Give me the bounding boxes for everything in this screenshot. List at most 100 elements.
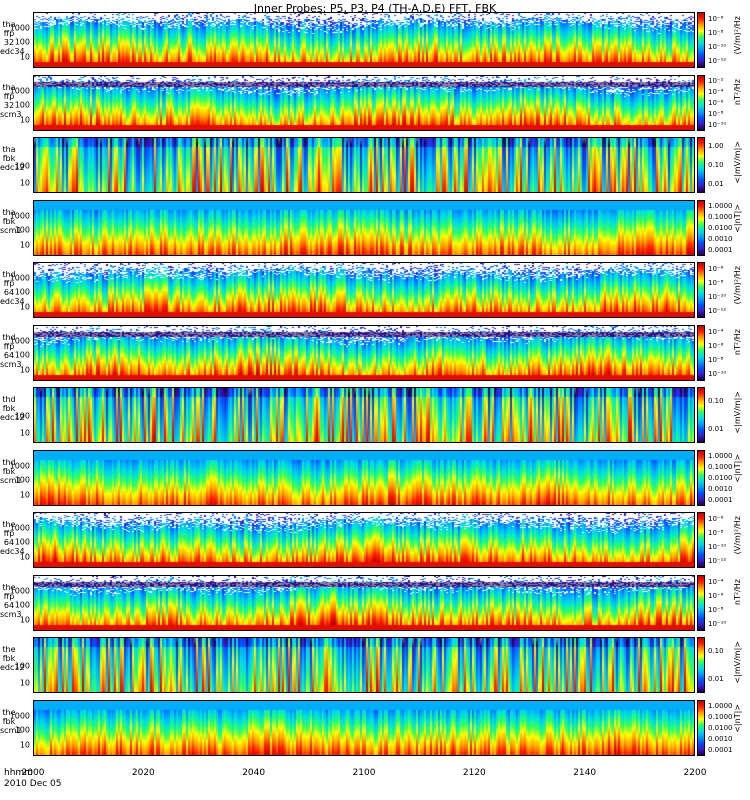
colorbar-tick-label: 0.10 <box>708 647 724 655</box>
panel-ylabel-line: scm1 <box>0 226 22 235</box>
panel-ylabel: the ffp 64 edc34 <box>0 520 25 556</box>
spectrogram-image <box>34 76 694 130</box>
spectrogram-panel <box>33 325 695 381</box>
colorbar-tick-label: 1.00 <box>708 142 724 151</box>
spectrogram-image <box>34 201 694 255</box>
panel-ylabel-line: ffp <box>3 279 15 288</box>
x-tick-label: 2020 <box>131 768 155 778</box>
y-tick-label: 10 <box>19 178 30 188</box>
panel-ylabel-line: 64 <box>3 351 15 360</box>
colorbar-tick-label: 10⁻¹² <box>708 557 727 565</box>
panel-ylabel-line: thd <box>2 270 16 279</box>
panel-ylabel: tha fbk edc12 <box>0 145 25 172</box>
panel-ylabel-line: the <box>2 645 16 654</box>
y-tick-label: 1000 <box>9 86 30 96</box>
colorbar-tick-label: 0.01 <box>708 179 724 188</box>
spectrogram-panel <box>33 262 695 318</box>
colorbar-unit-label: <|mV/m|> <box>733 141 742 184</box>
colorbar <box>697 137 705 193</box>
colorbar-tick-label: 0.0010 <box>708 235 733 244</box>
y-tick-label: 10 <box>19 428 30 438</box>
y-tick-label: 10 <box>19 678 30 688</box>
colorbar-tick-label: 0.0010 <box>708 485 733 494</box>
colorbar-unit-label: <|nT|> <box>733 704 742 733</box>
colorbar-tick-label: 10⁻⁶ <box>708 99 724 107</box>
panel-ylabel-line: fbk <box>2 717 16 726</box>
panel-ylabel-line: tha <box>2 208 16 217</box>
colorbar-tick-label: 10⁻¹⁰ <box>708 121 727 130</box>
panel-ylabel: tha ffp 32 scm3 <box>0 83 21 119</box>
panel-ylabel: tha fbk scm1 <box>0 208 22 235</box>
y-tick-label: 1000 <box>9 461 30 471</box>
colorbar-tick-label: 0.1000 <box>708 462 733 471</box>
panel-ylabel: thd ffp 64 edc34 <box>0 270 25 306</box>
x-tick-label: 2200 <box>683 768 707 778</box>
colorbar <box>697 12 705 68</box>
y-tick-label: 10 <box>19 365 30 375</box>
colorbar-tick-label: 0.1000 <box>708 712 733 721</box>
panel-ylabel-line: 64 <box>3 538 15 547</box>
colorbar-tick-label: 10⁻⁶ <box>708 342 724 350</box>
panel-ylabel-line: ffp <box>3 529 15 538</box>
spectrogram-panel <box>33 75 695 131</box>
colorbar-tick-label: 10⁻⁸ <box>708 279 724 287</box>
panel-ylabel-line: edc12 <box>0 163 25 172</box>
colorbar-unit-label: nT²/Hz <box>733 79 742 106</box>
colorbar-tick-label: 10⁻⁶ <box>708 592 724 600</box>
panel-ylabel-line: fbk <box>2 654 16 663</box>
y-tick-label: 1000 <box>9 211 30 221</box>
colorbar <box>697 700 705 756</box>
x-axis-date: 2010 Dec 05 <box>4 779 62 789</box>
y-tick-label: 100 <box>14 225 30 235</box>
panel-ylabel: thd ffp 64 scm3 <box>0 333 21 369</box>
colorbar-tick-label: 10⁻¹⁰ <box>708 620 727 628</box>
colorbar-tick-label: 0.0100 <box>708 724 733 732</box>
colorbar-tick-label: 10⁻⁸ <box>708 29 724 37</box>
x-axis-label-hhmm: hhmm <box>4 768 33 778</box>
colorbar <box>697 637 705 693</box>
colorbar-tick-label: 10⁻¹⁰ <box>708 293 727 301</box>
colorbar-tick-label: 10⁻⁴ <box>708 578 724 586</box>
spectrogram-panel <box>33 12 695 68</box>
colorbar-unit-label: <|nT|> <box>733 454 742 483</box>
panel-ylabel-line: tha <box>2 83 16 92</box>
colorbar <box>697 575 705 631</box>
spectrogram-panel <box>33 200 695 256</box>
colorbar-tick-label: 10⁻¹⁰ <box>708 370 727 378</box>
spectrogram-panel <box>33 512 695 568</box>
colorbar <box>697 262 705 318</box>
colorbar-tick-label: 10⁻⁸ <box>708 606 724 614</box>
spectrogram-image <box>34 638 694 692</box>
colorbar-tick-label: 10⁻⁶ <box>708 515 724 523</box>
y-tick-label: 100 <box>14 600 30 610</box>
panel-ylabel-line: tha <box>2 20 16 29</box>
panel-ylabel-line: the <box>2 583 16 592</box>
spectrogram-image <box>34 326 694 380</box>
panel-ylabel: the fbk scm1 <box>0 708 21 735</box>
panel-ylabel-line: 64 <box>3 288 15 297</box>
panel-ylabel: the ffp 64 scm3 <box>0 583 21 619</box>
colorbar-tick-label: 1.0000 <box>708 201 733 210</box>
y-tick-label: 10 <box>19 740 30 750</box>
panel-ylabel: tha ffp 32 edc34 <box>0 20 25 56</box>
y-tick-label: 1000 <box>9 336 30 346</box>
panel-ylabel-line: edc34 <box>0 547 25 556</box>
colorbar-tick-label: 10⁻¹⁰ <box>708 43 727 51</box>
spectrogram-panel <box>33 137 695 193</box>
y-tick-label: 10 <box>19 240 30 250</box>
panel-ylabel-line: thd <box>2 333 16 342</box>
x-tick-label: 2140 <box>573 768 597 778</box>
panel-ylabel-line: tha <box>2 145 16 154</box>
panel-ylabel-line: thd <box>2 458 16 467</box>
colorbar-tick-label: 10⁻⁶ <box>708 15 724 23</box>
panel-ylabel-line: edc12 <box>0 663 25 672</box>
colorbar-unit-label: nT²/Hz <box>733 329 742 356</box>
colorbar-unit-label: (V/m)²/Hz <box>733 516 742 555</box>
y-tick-label: 10 <box>19 552 30 562</box>
colorbar-tick-label: 0.0010 <box>708 735 733 744</box>
panel-ylabel-line: 32 <box>3 101 15 110</box>
spectrogram-image <box>34 451 694 505</box>
colorbar-tick-label: 0.10 <box>708 397 724 405</box>
panel-ylabel-line: 32 <box>3 38 15 47</box>
